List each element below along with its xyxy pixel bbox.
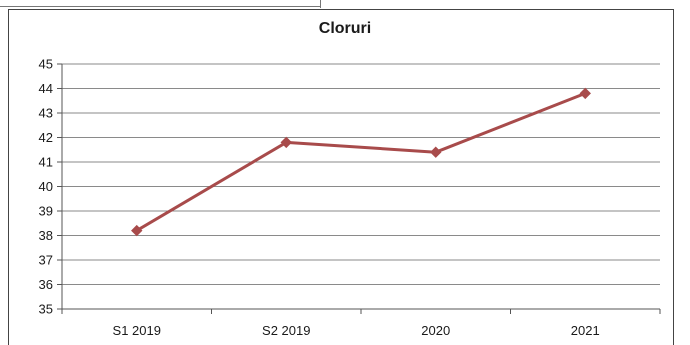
y-tick-label: 38 — [39, 228, 53, 243]
data-point-marker — [430, 146, 442, 158]
data-point-marker — [131, 224, 143, 237]
y-tick-label: 42 — [39, 130, 53, 145]
y-tick-label: 45 — [39, 57, 53, 72]
data-point-marker — [579, 87, 591, 100]
scan-page-edge — [0, 0, 320, 7]
y-tick-label: 40 — [39, 179, 53, 194]
y-tick-label: 36 — [39, 277, 53, 292]
y-tick-label: 41 — [39, 155, 53, 170]
series-line — [135, 92, 586, 232]
y-tick-label: 44 — [39, 81, 53, 96]
y-tick-label: 43 — [39, 106, 53, 121]
series-layer — [131, 87, 591, 237]
x-tick-label: 2021 — [571, 323, 600, 338]
x-tick-label: S2 2019 — [262, 323, 310, 338]
x-tick-label: 2020 — [421, 323, 450, 338]
scan-page-notch — [320, 0, 321, 8]
y-tick-label: 35 — [39, 302, 53, 317]
axes: 35 36 37 38 39 40 41 42 43 44 45 S1 2019 S2 2019 2020… — [39, 57, 661, 338]
x-tick-label: S1 2019 — [113, 323, 161, 338]
y-tick-label: 37 — [39, 253, 53, 268]
chart-frame — [8, 9, 674, 345]
chart-title: Cloruri — [318, 20, 372, 37]
data-point-marker — [280, 136, 292, 149]
y-tick-label: 39 — [39, 204, 53, 219]
